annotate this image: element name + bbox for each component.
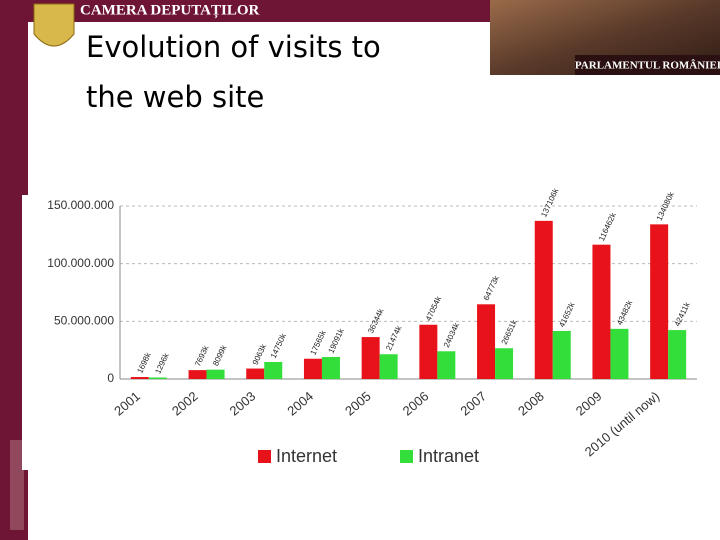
emblem	[33, 3, 75, 47]
bar	[419, 324, 438, 379]
bar	[379, 354, 398, 379]
bar	[592, 244, 611, 379]
bar	[534, 220, 553, 379]
bar	[495, 348, 514, 379]
y-tick-label: 150.000.000	[47, 198, 114, 212]
bar	[361, 337, 380, 379]
photo-caption-bg	[575, 55, 720, 75]
bar	[303, 358, 322, 379]
bar	[321, 356, 340, 379]
bar	[264, 361, 283, 379]
legend-swatch	[258, 450, 271, 463]
bar	[188, 370, 207, 379]
legend-swatch	[400, 450, 413, 463]
parliament-name: PARLAMENTUL ROMÂNIEI	[575, 60, 720, 72]
bar	[130, 377, 149, 379]
bar	[206, 369, 225, 379]
bar	[610, 328, 629, 379]
slide-title: Evolution of visits to the web site	[86, 30, 381, 114]
bar	[650, 224, 669, 379]
bar	[437, 351, 456, 379]
y-tick-label: 100.000.000	[47, 256, 114, 270]
side-building	[10, 440, 24, 530]
bar	[668, 330, 687, 379]
y-tick-label: 0	[107, 371, 114, 385]
bar	[246, 368, 265, 379]
y-tick-label: 50.000.000	[54, 314, 114, 328]
institution-name: CAMERA DEPUTAȚILOR	[80, 2, 259, 18]
bar	[477, 304, 496, 379]
legend-label: Intranet	[418, 446, 479, 466]
legend-label: Internet	[276, 446, 337, 466]
bar	[148, 377, 167, 379]
bar	[552, 330, 571, 379]
